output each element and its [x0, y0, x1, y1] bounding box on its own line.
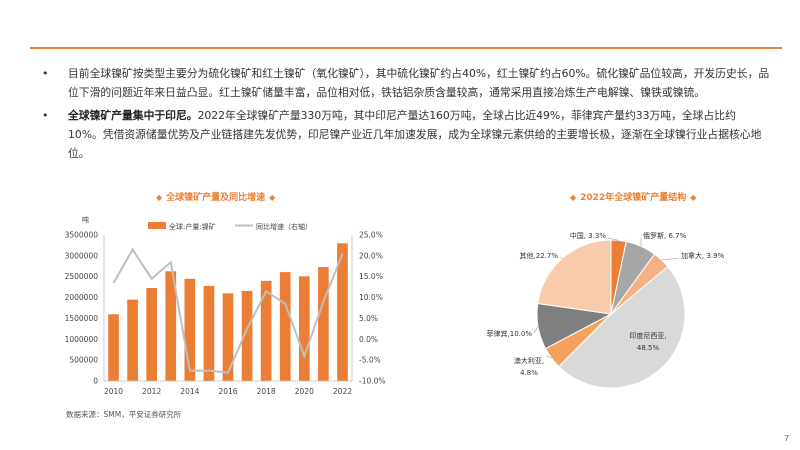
x-tick-label: 2022 — [333, 387, 352, 396]
x-tick-label: 2010 — [104, 387, 123, 396]
y-left-tick-label: 500000 — [69, 356, 98, 365]
bar-2019 — [279, 272, 291, 381]
bullet-list: • 目前全球镍矿按类型主要分为硫化镍矿和红土镍矿（氧化镍矿），其中硫化镍矿约占4… — [40, 64, 770, 167]
bar-2013 — [165, 271, 177, 381]
bar-2015 — [203, 285, 215, 381]
y-left-tick-label: 2000000 — [65, 293, 99, 302]
diamond-icon: ◆ — [156, 193, 163, 202]
y-right-tick-label: 15.0% — [359, 272, 383, 281]
bar-2012 — [146, 287, 158, 381]
data-source: 数据来源：SMM，平安证券研究所 — [66, 410, 182, 419]
bar-2017 — [241, 290, 253, 381]
pie-label-indonesia-value: 48.5% — [637, 344, 660, 352]
y-left-tick-label: 3000000 — [65, 251, 99, 260]
bullet-lead: 全球镍矿产量集中于印尼。 — [68, 109, 198, 122]
y-left-tick-label: 2500000 — [65, 272, 99, 281]
title-divider — [30, 47, 782, 49]
bar-2020 — [298, 276, 310, 381]
y-left-tick-label: 3500000 — [65, 231, 99, 240]
pie-label-philippines: 菲律宾,10.0% — [487, 329, 533, 338]
bar-2018 — [260, 280, 272, 381]
y-right-tick-label: 0.0% — [359, 335, 378, 344]
pie-label-canada: 加拿大, 3.9% — [681, 251, 725, 260]
pie-label-australia-name: 澳大利亚, — [514, 356, 544, 365]
y-right-tick-label: -10.0% — [359, 377, 386, 386]
diamond-icon: ◆ — [690, 193, 697, 202]
bar-line-chart: 吨全球:产量:镍矿 同比增速（右轴） 0 500000 1000000 1500000 20… — [65, 215, 386, 396]
pie-slice-其他 — [537, 239, 612, 315]
x-tick-label: 2020 — [295, 387, 314, 396]
x-tick-label: 2014 — [180, 387, 199, 396]
bullet-item: • 全球镍矿产量集中于印尼。2022年全球镍矿产量330万吨，其中印尼产量达16… — [40, 106, 770, 163]
y-left-tick-label: 1000000 — [65, 335, 99, 344]
diamond-icon: ◆ — [570, 193, 577, 202]
slide-title-area — [0, 0, 800, 48]
y-right-tick-label: 25.0% — [359, 231, 383, 240]
pie-chart-title: ◆ 2022年全球镍矿产量结构 ◆ — [566, 190, 700, 203]
y-right-tick-label: 10.0% — [359, 293, 383, 302]
label-leader-line — [661, 257, 680, 261]
bullet-dot-icon: • — [42, 109, 49, 122]
bullet-item: • 目前全球镍矿按类型主要分为硫化镍矿和红土镍矿（氧化镍矿），其中硫化镍矿约占4… — [40, 64, 770, 102]
pie-label-russia: 俄罗斯, 6.7% — [643, 231, 687, 240]
y-right-tick-label: 20.0% — [359, 251, 383, 260]
pie-label-china: 中国, 3.3% — [570, 231, 607, 240]
pie-label-australia-value: 4.8% — [520, 369, 538, 377]
diamond-icon: ◆ — [269, 193, 276, 202]
y-left-tick-label: 0 — [93, 377, 98, 386]
label-leader-line — [607, 237, 619, 241]
y-right-tick-label: 5.0% — [359, 314, 378, 323]
bar-2014 — [184, 278, 196, 381]
bar-chart-title: ◆ 全球镍矿产量及同比增速 ◆ — [152, 190, 279, 203]
x-tick-label: 2012 — [142, 387, 161, 396]
y-left-tick-label: 1500000 — [65, 314, 99, 323]
bullet-text: 目前全球镍矿按类型主要分为硫化镍矿和红土镍矿（氧化镍矿），其中硫化镍矿约占40%… — [68, 67, 770, 99]
pie-label-indonesia-name: 印度尼西亚, — [629, 331, 666, 340]
bullet-text: 2022年全球镍矿产量330万吨，其中印尼产量达160万吨，全球占比近49%，菲… — [68, 109, 762, 160]
growth-rate-line — [112, 247, 344, 374]
y-unit-label: 吨 — [82, 215, 89, 224]
x-tick-label: 2016 — [218, 387, 237, 396]
chart-legend: 全球:产量:镍矿 同比增速（右轴） — [148, 222, 312, 231]
bar-2016 — [222, 293, 234, 381]
label-leader-line — [533, 326, 539, 334]
legend-line-label: 同比增速（右轴） — [256, 222, 312, 231]
label-leader-line — [545, 355, 552, 359]
y-right-tick-label: -5.0% — [359, 356, 381, 365]
pie-slice-印度尼西亚 — [558, 265, 686, 389]
bullet-dot-icon: • — [42, 67, 49, 80]
bar-2011 — [127, 299, 138, 381]
bar-2022 — [337, 243, 348, 381]
x-tick-label: 2018 — [257, 387, 276, 396]
legend-bar-label: 全球:产量:镍矿 — [169, 222, 216, 231]
pie-label-other: 其他,22.7% — [520, 251, 559, 260]
legend-bar-swatch — [148, 222, 166, 229]
page-number: 7 — [784, 434, 790, 443]
pie-chart: 中国, 3.3% 俄罗斯, 6.7% 加拿大, 3.9% 印度尼西亚, 48.5% 澳大利… — [487, 231, 725, 389]
bar-2021 — [318, 267, 329, 381]
bar-2010 — [108, 314, 119, 381]
